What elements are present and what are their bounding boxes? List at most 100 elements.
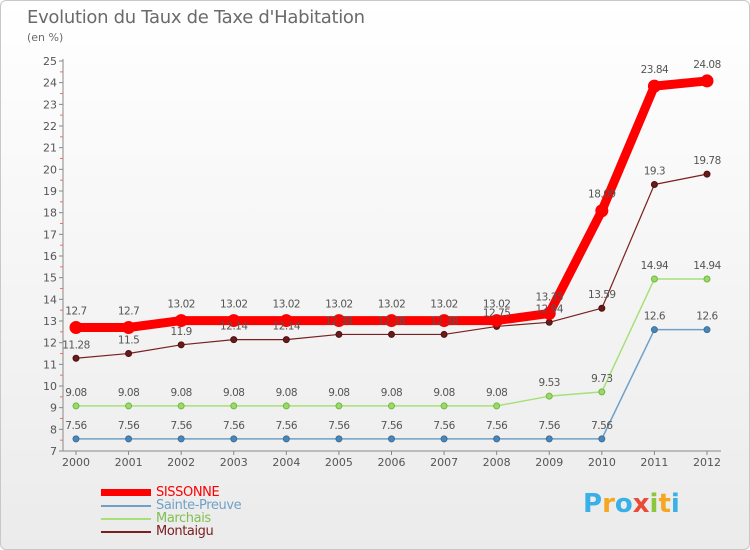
logo-letter: x	[632, 489, 650, 519]
y-tick-label: 25	[43, 55, 57, 68]
data-point	[650, 326, 658, 334]
data-label: 12.38	[430, 315, 458, 327]
data-point	[650, 181, 658, 188]
x-tick-label: 2001	[115, 456, 143, 469]
data-point	[493, 435, 501, 443]
data-label: 7.56	[223, 420, 245, 432]
data-label: 11.5	[118, 335, 139, 347]
y-tick-label: 19	[43, 185, 57, 198]
data-point	[282, 435, 290, 443]
data-label: 13.02	[167, 299, 195, 311]
data-point	[703, 170, 711, 178]
y-tick-label: 7	[50, 445, 57, 458]
data-label: 12.38	[378, 315, 406, 327]
y-tick-label: 14	[43, 293, 57, 306]
data-point	[72, 354, 80, 362]
data-label: 13.59	[588, 289, 616, 301]
y-tick-label: 13	[43, 315, 57, 328]
data-point	[493, 402, 501, 410]
x-tick-label: 2002	[167, 456, 195, 469]
data-point	[177, 435, 185, 443]
data-label: 9.53	[539, 377, 560, 389]
data-point	[335, 330, 343, 338]
data-point	[650, 275, 658, 283]
data-label: 7.56	[65, 420, 87, 432]
data-label: 12.6	[696, 311, 718, 323]
data-label: 12.38	[325, 315, 353, 327]
data-label: 9.08	[328, 387, 349, 399]
data-label: 7.56	[486, 420, 508, 432]
data-point	[440, 435, 448, 443]
data-label: 19.78	[693, 155, 721, 167]
x-tick-label: 2010	[588, 456, 616, 469]
x-tick-label: 2004	[272, 456, 300, 469]
data-label: 12.75	[483, 307, 511, 319]
x-tick-label: 2005	[325, 456, 353, 469]
y-tick-label: 15	[43, 272, 57, 285]
data-label: 7.56	[328, 420, 350, 432]
legend-label-montaigu: Montaigu	[156, 524, 214, 539]
x-tick-label: 2008	[483, 456, 511, 469]
legend-swatch-sainte-preuve	[101, 505, 151, 507]
data-label: 23.84	[641, 64, 669, 76]
data-label: 12.7	[65, 306, 86, 318]
y-tick-label: 24	[43, 77, 57, 90]
data-point	[230, 435, 238, 443]
data-point	[542, 306, 556, 320]
data-label: 12.7	[118, 306, 139, 318]
data-label: 7.56	[591, 420, 613, 432]
y-tick-label: 16	[43, 250, 57, 263]
data-label: 9.08	[65, 387, 86, 399]
x-tick-label: 2006	[378, 456, 406, 469]
data-point	[385, 314, 398, 328]
data-label: 7.56	[118, 420, 140, 432]
data-label: 7.56	[539, 420, 561, 432]
legend-label-marchais: Marchais	[156, 511, 211, 526]
legend-swatch-montaigu	[101, 531, 151, 533]
data-point	[490, 314, 504, 328]
data-label: 7.56	[433, 420, 455, 432]
data-point	[440, 330, 448, 338]
data-label: 9.08	[486, 387, 507, 399]
data-point	[388, 435, 395, 443]
data-label: 13.35	[535, 291, 563, 303]
data-label: 14.94	[641, 260, 669, 272]
data-label: 9.08	[276, 387, 297, 399]
data-point	[545, 435, 553, 443]
data-label: 13.02	[378, 299, 406, 311]
data-point	[700, 74, 714, 88]
data-label: 12.14	[220, 321, 248, 333]
data-point	[227, 314, 241, 328]
data-point	[230, 336, 238, 344]
proxiti-logo: Proxiti	[583, 489, 680, 519]
data-label: 13.02	[483, 299, 511, 311]
data-point	[69, 321, 83, 334]
x-tick-label: 2011	[640, 456, 668, 469]
data-point	[437, 314, 451, 328]
data-label: 7.56	[276, 420, 298, 432]
y-tick-label: 23	[43, 98, 57, 111]
data-label: 12.6	[644, 311, 666, 323]
data-point	[335, 435, 343, 443]
data-point	[598, 388, 606, 396]
data-point	[230, 402, 238, 410]
data-point	[388, 330, 395, 338]
x-tick-label: 2000	[62, 456, 90, 469]
data-label: 9.73	[591, 373, 612, 385]
data-point	[174, 314, 188, 328]
logo-letter: i	[649, 489, 659, 519]
y-tick-label: 17	[43, 228, 57, 241]
data-point	[122, 321, 136, 334]
logo-letter: i	[670, 489, 680, 519]
data-point	[177, 402, 185, 410]
data-label: 24.08	[693, 59, 721, 71]
data-label: 13.02	[325, 299, 353, 311]
y-tick-label: 12	[43, 337, 57, 350]
data-label: 19.3	[644, 166, 665, 178]
y-tick-label: 22	[43, 120, 57, 133]
y-tick-label: 10	[43, 380, 57, 393]
data-label: 9.08	[118, 387, 139, 399]
x-tick-label: 2003	[220, 456, 248, 469]
data-point	[388, 402, 395, 410]
